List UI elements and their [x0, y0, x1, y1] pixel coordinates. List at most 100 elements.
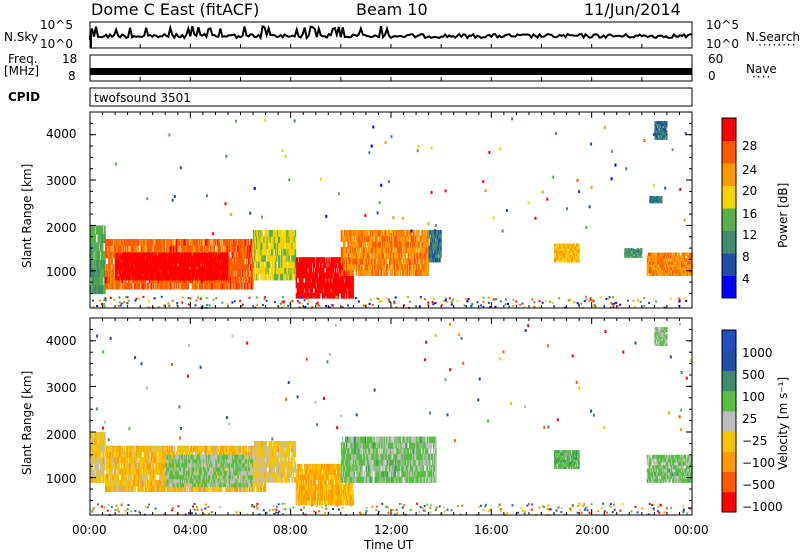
- cell-p1-r11: [654, 200, 657, 202]
- cell-p1-r6: [437, 237, 439, 243]
- cell-p1-r4: [331, 292, 333, 299]
- cell-p1-r0: [100, 250, 103, 260]
- cell-p1-r3: [285, 254, 287, 262]
- cell-p2-r1: [141, 457, 144, 464]
- cell-p1-r1: [184, 282, 186, 290]
- cell-p1-r1: [111, 251, 113, 259]
- cell-p1-r2: [222, 266, 225, 271]
- ground-scatter-dot: [117, 305, 120, 307]
- cell-p1-r9: [676, 261, 678, 265]
- cell-p1-r11: [650, 200, 652, 202]
- scatter-dot: [684, 132, 687, 136]
- cell-p1-r7: [570, 259, 573, 263]
- cell-p1-r0: [90, 259, 92, 269]
- cell-p1-r1: [140, 239, 143, 246]
- cell-p1-r2: [131, 262, 134, 267]
- cell-p1-r1: [206, 239, 208, 246]
- cell-p1-r0: [91, 285, 93, 295]
- cell-p1-r3: [281, 273, 283, 281]
- cell-p2-r1: [148, 474, 151, 481]
- cell-p1-r4: [349, 277, 351, 284]
- cell-p1-r3: [257, 267, 259, 275]
- cell-p1-r2: [149, 252, 152, 257]
- cell-p1-r5: [406, 258, 409, 265]
- cell-p1-r7: [566, 259, 569, 263]
- cell-p2-r0: [99, 475, 102, 483]
- cell-p1-r2: [199, 269, 202, 274]
- cell-p2-r1: [125, 474, 128, 481]
- cell-p1-r1: [139, 239, 141, 246]
- cell-p1-r5: [417, 235, 419, 242]
- cell-p1-r9: [656, 255, 658, 259]
- cell-p1-r2: [133, 259, 136, 264]
- cell-p1-r3: [270, 248, 273, 256]
- cell-p1-r9: [655, 258, 657, 262]
- ground-scatter-dot: [612, 296, 615, 299]
- cell-p1-r7: [578, 252, 580, 256]
- cell-p1-r9: [683, 258, 686, 262]
- ground-scatter-dot: [608, 298, 611, 301]
- cell-p1-r2: [218, 259, 221, 264]
- cell-p1-r4: [303, 282, 305, 289]
- cell-p1-r2: [214, 266, 216, 271]
- cell-p2-r1: [159, 468, 161, 475]
- cell-p1-r10: [660, 132, 663, 136]
- cell-p1-r2: [177, 256, 180, 261]
- cell-p1-r4: [303, 272, 305, 279]
- cell-p1-r2: [141, 273, 143, 278]
- cell-p2-r0: [104, 432, 106, 439]
- cell-p1-r5: [380, 264, 383, 271]
- cell-p2-r0: [94, 457, 96, 464]
- cell-p1-r9: [658, 258, 661, 262]
- cell-p1-r2: [120, 276, 122, 281]
- cell-p1-r2: [161, 259, 163, 264]
- cell-p2-r1: [131, 468, 133, 475]
- cell-p2-r1: [117, 462, 120, 470]
- cell-p1-r3: [258, 236, 260, 243]
- cell-p1-r2: [154, 276, 157, 281]
- cell-p1-r4: [333, 292, 335, 299]
- cell-p1-r9: [673, 266, 675, 271]
- ground-scatter-dot: [368, 302, 371, 305]
- cell-p1-r3: [258, 248, 260, 256]
- cell-p1-r4: [295, 262, 298, 268]
- cell-p1-r3: [286, 273, 288, 281]
- cell-p1-r5: [344, 230, 346, 237]
- cell-p1-r5: [409, 269, 412, 276]
- cell-p2-r1: [119, 451, 122, 458]
- cell-p1-r3: [258, 242, 260, 250]
- cell-p1-r1: [231, 270, 233, 277]
- cell-p1-r4: [296, 282, 299, 289]
- cell-p1-r7: [563, 252, 565, 256]
- cell-p1-r11: [653, 201, 656, 203]
- cell-p1-r1: [216, 282, 219, 290]
- cell-p1-r0: [95, 276, 98, 286]
- cell-p1-r1: [249, 264, 252, 271]
- cell-p1-r2: [178, 262, 181, 267]
- cell-p1-r9: [675, 255, 677, 259]
- ground-scatter-dot: [101, 303, 103, 305]
- cell-p1-r2: [161, 273, 163, 278]
- cell-p1-r6: [433, 237, 436, 243]
- cell-p1-r9: [688, 252, 691, 256]
- cell-p1-r5: [404, 252, 407, 259]
- cell-p1-r1: [232, 276, 234, 284]
- cell-p1-r2: [215, 266, 217, 271]
- cell-p2-r1: [145, 468, 148, 475]
- cell-p1-r1: [180, 239, 182, 246]
- nsearch-label: N.Search: [746, 30, 800, 44]
- cell-p1-r4: [336, 257, 339, 263]
- cell-p1-r1: [221, 257, 224, 265]
- cell-p1-r8: [638, 251, 641, 254]
- cell-p2-r1: [141, 445, 144, 452]
- cell-p1-r1: [239, 251, 242, 259]
- cell-p1-r7: [564, 252, 567, 256]
- cell-p2-r1: [116, 474, 119, 481]
- cell-p2-r0: [99, 469, 102, 477]
- cell-p1-r1: [134, 282, 136, 290]
- cell-p1-r1: [246, 270, 249, 277]
- freq-trace: [90, 68, 692, 75]
- cell-p1-r5: [350, 252, 352, 259]
- cell-p1-r1: [246, 264, 249, 271]
